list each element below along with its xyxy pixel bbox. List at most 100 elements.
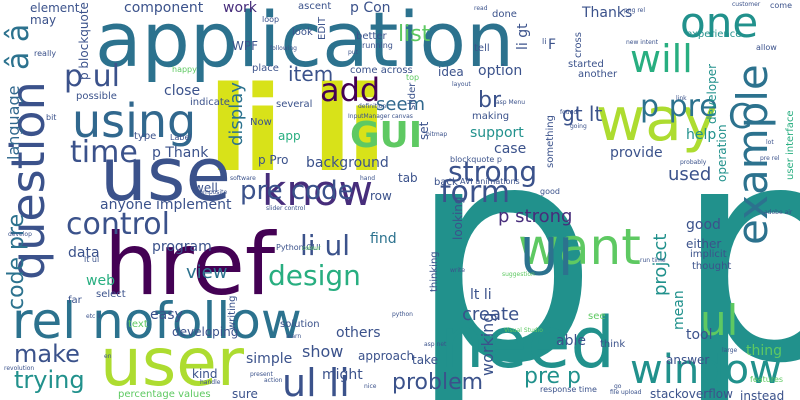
word-time: time <box>70 135 138 170</box>
word-view: view <box>186 262 228 283</box>
word-support: support <box>470 125 524 141</box>
word-ul: ul <box>700 296 739 345</box>
word-might: might <box>322 367 363 383</box>
word-way: way <box>596 85 718 155</box>
word-inputmanager-canvas: InputManager canvas <box>348 113 413 120</box>
word-started: started <box>568 59 604 70</box>
word-href: href <box>104 215 276 315</box>
word-select: select <box>96 289 126 300</box>
word-know: know <box>262 166 373 215</box>
word-a-a: â â <box>1 23 36 70</box>
word-br: br <box>478 88 502 113</box>
word-show: show <box>302 342 344 361</box>
word-stackoverflow: stackoverflow <box>650 387 733 400</box>
word-user-interface: user interface <box>785 110 796 180</box>
word-better: better <box>356 31 387 42</box>
word-list: list <box>398 22 431 47</box>
word-idea: idea <box>438 65 464 79</box>
word-colour: colour <box>302 245 321 252</box>
word-li-li: li li <box>208 60 387 198</box>
word-good: good <box>686 217 721 233</box>
word-read: read <box>474 5 488 12</box>
word-gt-lt: gt lt <box>562 102 603 126</box>
word-p-p: p p <box>408 80 800 400</box>
word-web: web <box>86 273 115 289</box>
word-put: put <box>348 49 358 56</box>
word-slider-control: slider control <box>266 205 306 212</box>
word-customer: customer <box>732 1 761 8</box>
word-design: design <box>268 259 361 292</box>
word-experience: experience <box>686 29 742 40</box>
word-using: using <box>72 94 197 148</box>
word-place: place <box>252 63 279 74</box>
word-hand: hand <box>360 175 376 182</box>
word-p-pre: p pre <box>640 89 718 124</box>
word-want: want <box>518 218 641 276</box>
word-text: text <box>128 319 148 330</box>
word-loop: loop <box>262 15 280 24</box>
word-thanks: Thanks <box>582 5 633 21</box>
word-come: come <box>770 1 793 10</box>
word-possible: possible <box>76 91 117 102</box>
word-work: work <box>223 0 257 16</box>
word-easy: easy <box>150 307 183 323</box>
word-developing: developing <box>172 325 239 339</box>
word-implicit: implicit <box>690 249 727 260</box>
word-implement: implement <box>156 197 232 213</box>
word-program: program <box>152 239 212 255</box>
word-en: en <box>104 353 112 360</box>
word-think: think <box>600 339 626 350</box>
word-features: features <box>750 375 784 384</box>
word-gui: GUI <box>350 115 423 156</box>
word-option: option <box>478 63 523 79</box>
word-control: control <box>66 207 170 242</box>
word-seem: seem <box>376 94 426 115</box>
word-window: window <box>630 347 782 393</box>
word-top: top <box>406 73 420 82</box>
word-use: use <box>100 132 231 218</box>
word-python-gui: Python GUI <box>276 243 321 252</box>
word-find: find <box>370 231 397 247</box>
word-another: another <box>578 69 618 80</box>
word-will: will <box>630 37 693 81</box>
word-percentage-values: percentage values <box>118 389 211 400</box>
word-lot: lot <box>766 139 774 146</box>
word-definition: definition <box>358 103 387 110</box>
word-rel-nofollow: rel nofollow <box>12 292 302 350</box>
word-answer: answer <box>666 353 710 367</box>
word-either: either <box>686 237 722 251</box>
word-lt-li: lt li <box>470 287 492 303</box>
word-user: user <box>100 324 244 400</box>
word-element: element <box>30 1 80 15</box>
word-slider: slider <box>407 82 418 110</box>
word-writing: writing <box>227 295 238 330</box>
word-data: data <box>68 245 100 261</box>
word-create: create <box>462 304 520 325</box>
word-p-blockquote: p blockquote <box>77 2 91 80</box>
word-tab: tab <box>398 171 418 185</box>
word-go: go <box>614 383 622 390</box>
word-cross: cross <box>573 32 584 58</box>
word-mean: mean <box>671 290 687 330</box>
word-tool: tool <box>686 327 713 343</box>
word-background: background <box>306 155 389 171</box>
word-able: able <box>556 333 586 349</box>
word-thinking: thinking <box>429 251 440 292</box>
word-bit: bit <box>46 113 57 122</box>
word-link: link <box>676 95 687 102</box>
word-looking: looking <box>451 196 465 240</box>
word-instead: instead <box>740 389 785 400</box>
word-png-rel: png rel <box>624 7 646 14</box>
word-action: action <box>264 377 283 384</box>
word-language: language <box>4 85 23 161</box>
word-others: others <box>336 325 381 341</box>
word-p-con: p Con <box>350 0 391 16</box>
word-code-pre: code pre <box>4 213 29 310</box>
word-happy: happy <box>172 65 197 74</box>
word-present: present <box>250 371 273 378</box>
word-suggestion: suggestion <box>502 271 535 278</box>
word-make: make <box>14 340 80 368</box>
word-p-pro: p Pro <box>258 153 289 167</box>
word-component: component <box>124 0 204 16</box>
word-tell: tell <box>474 43 490 54</box>
